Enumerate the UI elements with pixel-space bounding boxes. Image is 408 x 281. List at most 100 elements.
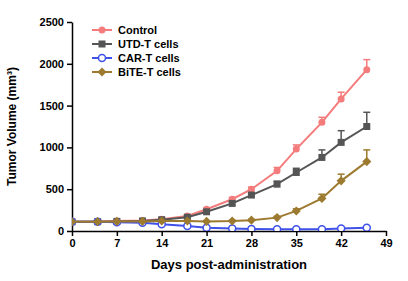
error-bar-cap bbox=[338, 130, 345, 132]
marker bbox=[317, 194, 326, 203]
marker-group bbox=[203, 208, 210, 215]
x-tick: 28 bbox=[246, 231, 258, 249]
x-tick-mark bbox=[117, 231, 119, 236]
marker bbox=[363, 66, 370, 73]
x-tick-mark bbox=[386, 231, 388, 236]
data-area bbox=[72, 60, 371, 231]
legend-entry: Control bbox=[92, 24, 157, 36]
marker bbox=[274, 167, 281, 174]
y-tick-label: 0 bbox=[58, 225, 64, 237]
x-tick: 0 bbox=[69, 231, 75, 249]
marker-group bbox=[293, 146, 300, 153]
marker bbox=[183, 216, 192, 225]
marker bbox=[318, 119, 325, 126]
marker bbox=[293, 226, 300, 231]
marker bbox=[93, 217, 102, 226]
x-tick-label: 42 bbox=[336, 237, 348, 249]
x-tick-mark bbox=[341, 231, 343, 236]
marker-group bbox=[338, 225, 345, 231]
x-tick-label: 14 bbox=[156, 237, 169, 249]
marker bbox=[273, 213, 282, 222]
error-bar-cap bbox=[338, 173, 345, 175]
y-tick-mark bbox=[67, 189, 72, 191]
y-tick-label: 500 bbox=[46, 183, 64, 195]
marker bbox=[202, 217, 211, 226]
marker bbox=[229, 200, 236, 207]
y-axis: 05001000150020002500 bbox=[40, 16, 73, 237]
marker-group bbox=[229, 225, 236, 231]
marker-group bbox=[337, 176, 346, 185]
x-tick-label: 49 bbox=[380, 237, 392, 249]
marker bbox=[229, 225, 236, 231]
x-tick: 35 bbox=[291, 231, 303, 249]
legend-marker-group bbox=[99, 27, 106, 34]
marker bbox=[338, 225, 345, 231]
y-tick-label: 2000 bbox=[40, 58, 64, 70]
marker-group bbox=[338, 139, 345, 146]
marker bbox=[228, 216, 237, 225]
marker bbox=[247, 216, 256, 225]
marker-group bbox=[229, 200, 236, 207]
y-axis-line bbox=[72, 23, 74, 232]
error-bar-cap bbox=[338, 91, 345, 93]
marker bbox=[157, 216, 166, 225]
marker-group bbox=[248, 225, 255, 231]
marker bbox=[72, 217, 77, 226]
marker bbox=[338, 139, 345, 146]
marker-group bbox=[317, 194, 326, 203]
x-axis-title: Days post-administration bbox=[151, 257, 307, 272]
error-bar-cap bbox=[363, 59, 370, 61]
marker bbox=[138, 217, 147, 226]
x-tick-label: 0 bbox=[69, 237, 75, 249]
legend-label: Control bbox=[118, 24, 157, 36]
marker bbox=[363, 123, 370, 130]
y-axis-title: Tumor Volume (mm³) bbox=[5, 67, 19, 186]
x-tick: 49 bbox=[380, 231, 392, 249]
legend-marker-group bbox=[97, 67, 106, 76]
marker-group bbox=[274, 167, 281, 174]
marker-group bbox=[138, 217, 147, 226]
x-tick-mark bbox=[251, 231, 253, 236]
y-tick: 1000 bbox=[40, 141, 72, 153]
error-bar-cap bbox=[363, 149, 370, 151]
y-tick-mark bbox=[67, 22, 72, 24]
y-tick-label: 1500 bbox=[40, 100, 64, 112]
legend-marker-group bbox=[99, 41, 106, 48]
marker-group bbox=[363, 123, 370, 130]
y-tick-mark bbox=[67, 105, 72, 107]
marker bbox=[338, 95, 345, 102]
marker-group bbox=[273, 213, 282, 222]
marker-group bbox=[363, 224, 370, 231]
legend-label: BiTE-T cells bbox=[118, 66, 181, 78]
marker-group bbox=[183, 216, 192, 225]
marker bbox=[337, 176, 346, 185]
y-tick-mark bbox=[67, 147, 72, 149]
error-bar-cap bbox=[293, 168, 300, 170]
error-bar-cap bbox=[318, 149, 325, 151]
marker bbox=[248, 192, 255, 199]
y-tick: 0 bbox=[58, 225, 72, 237]
plot: 0714212835424905001000150020002500Contro… bbox=[40, 16, 393, 249]
x-tick-mark bbox=[296, 231, 298, 236]
x-tick-mark bbox=[161, 231, 163, 236]
y-tick: 1500 bbox=[40, 100, 72, 112]
legend-marker bbox=[99, 55, 106, 62]
marker bbox=[248, 225, 255, 231]
y-tick-mark bbox=[67, 64, 72, 66]
marker-group bbox=[93, 217, 102, 226]
marker-group bbox=[72, 217, 77, 226]
series-line bbox=[72, 70, 367, 222]
x-tick: 42 bbox=[336, 231, 348, 249]
y-tick-mark bbox=[67, 231, 72, 233]
marker-group bbox=[248, 192, 255, 199]
marker-group bbox=[318, 119, 325, 126]
marker bbox=[274, 226, 281, 231]
marker-group bbox=[157, 216, 166, 225]
marker bbox=[112, 217, 121, 226]
marker bbox=[362, 157, 371, 166]
series bbox=[72, 112, 370, 225]
marker bbox=[293, 146, 300, 153]
chart: 0714212835424905001000150020002500Contro… bbox=[0, 0, 408, 281]
marker bbox=[292, 206, 301, 215]
legend-marker bbox=[99, 41, 106, 48]
